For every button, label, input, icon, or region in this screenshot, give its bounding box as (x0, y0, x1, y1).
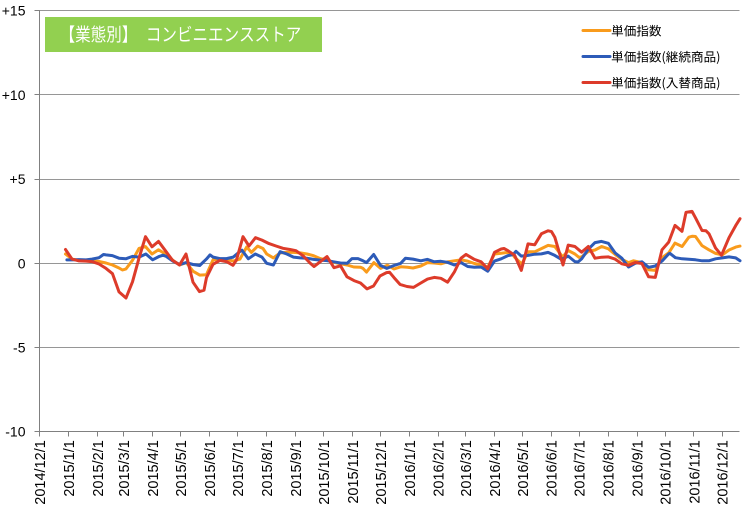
svg-text:2015/9/1: 2015/9/1 (289, 440, 305, 496)
svg-text:-5: -5 (13, 340, 26, 356)
svg-text:2015/1/1: 2015/1/1 (62, 440, 78, 496)
svg-text:+15: +15 (2, 3, 26, 19)
svg-text:2016/6/1: 2016/6/1 (545, 440, 561, 496)
svg-text:2016/11/1: 2016/11/1 (688, 440, 704, 503)
svg-text:0: 0 (18, 255, 26, 271)
svg-text:2016/2/1: 2016/2/1 (432, 440, 448, 496)
svg-text:2016/12/1: 2016/12/1 (716, 440, 732, 505)
svg-text:+5: +5 (10, 171, 26, 187)
svg-text:2015/7/1: 2015/7/1 (231, 440, 247, 496)
svg-text:2016/9/1: 2016/9/1 (631, 440, 647, 496)
svg-text:2015/6/1: 2015/6/1 (203, 440, 219, 496)
svg-text:2015/10/1: 2015/10/1 (317, 440, 333, 505)
svg-text:2016/5/1: 2016/5/1 (516, 440, 532, 496)
svg-text:2016/8/1: 2016/8/1 (602, 440, 618, 496)
svg-text:2015/2/1: 2015/2/1 (91, 440, 107, 496)
svg-text:2015/4/1: 2015/4/1 (146, 440, 162, 496)
svg-text:2014/12/1: 2014/12/1 (33, 440, 49, 505)
svg-text:+10: +10 (2, 87, 26, 103)
svg-text:2015/11/1: 2015/11/1 (346, 440, 362, 503)
svg-text:-10: -10 (5, 424, 25, 440)
svg-text:2015/3/1: 2015/3/1 (117, 440, 133, 496)
svg-text:2016/10/1: 2016/10/1 (659, 440, 675, 505)
svg-text:2016/1/1: 2016/1/1 (403, 440, 419, 496)
svg-text:2015/8/1: 2015/8/1 (260, 440, 276, 496)
svg-text:2015/5/1: 2015/5/1 (174, 440, 190, 496)
svg-text:2015/12/1: 2015/12/1 (374, 440, 390, 505)
svg-text:2016/4/1: 2016/4/1 (488, 440, 504, 496)
svg-text:2016/7/1: 2016/7/1 (573, 440, 589, 496)
svg-text:2016/3/1: 2016/3/1 (459, 440, 475, 496)
